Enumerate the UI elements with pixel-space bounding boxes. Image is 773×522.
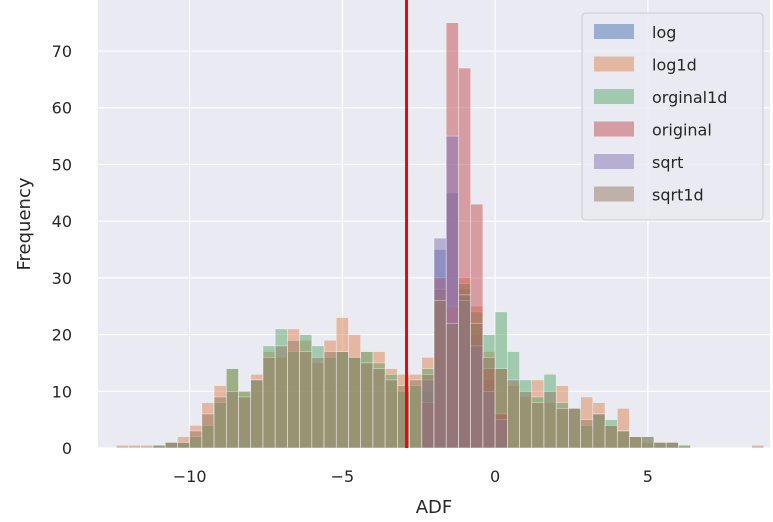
bar-sqrt1d [372, 368, 386, 449]
bar-sqrt1d [555, 408, 569, 449]
bar-log1d [751, 444, 765, 449]
bar-sqrt1d [409, 379, 423, 449]
x-tick-label: −10 [173, 467, 207, 486]
bar-sqrt1d [262, 356, 276, 449]
y-tick-label: 30 [52, 269, 72, 288]
bar-sqrt1d [494, 368, 508, 449]
bar-log1d [128, 444, 142, 449]
legend-label-log: log [652, 23, 676, 42]
x-tick-label: 0 [490, 467, 500, 486]
x-axis-label: ADF [416, 497, 453, 518]
bar-sqrt1d [543, 390, 557, 449]
bar-sqrt1d [458, 294, 471, 449]
bar-sqrt1d [519, 390, 533, 449]
bar-sqrt1d [164, 442, 178, 449]
bar-sqrt1d [177, 442, 190, 449]
bar-sqrt1d [507, 379, 520, 449]
bar-sqrt1d [238, 396, 252, 449]
bar-orginal1d [678, 444, 691, 449]
legend-swatch-log [594, 24, 634, 39]
x-tick-label: −5 [331, 467, 355, 486]
x-tick-label: 5 [643, 467, 653, 486]
bar-sqrt1d [604, 425, 618, 449]
legend-swatch-original [594, 121, 634, 137]
bar-sqrt1d [335, 351, 349, 449]
bar-sqrt1d [482, 356, 496, 449]
bar-log1d [140, 444, 154, 449]
bar-sqrt1d [360, 362, 374, 449]
y-tick-label: 20 [52, 326, 72, 345]
bar-sqrt1d [433, 300, 447, 449]
bar-sqrt1d [274, 345, 288, 449]
x-axis-ticks: −10 −5 0 5 [173, 467, 653, 486]
histogram-bars [116, 22, 765, 449]
legend-label-original: original [652, 121, 712, 140]
bar-sqrt1d [665, 442, 679, 449]
bar-sqrt1d [299, 351, 313, 449]
legend-swatch-sqrt [594, 154, 634, 169]
bar-sqrt1d [287, 339, 300, 449]
y-tick-label: 10 [52, 382, 72, 401]
bar-sqrt1d [616, 430, 630, 449]
bar-log1d [116, 444, 129, 449]
legend-label-sqrt: sqrt [652, 153, 683, 172]
y-axis-ticks: 0 10 20 30 40 50 60 70 [52, 42, 72, 458]
legend-swatch-sqrt1d [594, 186, 634, 202]
bar-sqrt1d [568, 408, 581, 449]
y-tick-label: 50 [52, 155, 72, 174]
bar-sqrt1d [592, 413, 606, 449]
y-tick-label: 0 [62, 439, 72, 458]
bar-sqrt1d [580, 419, 594, 449]
bar-sqrt1d [213, 396, 227, 449]
legend-swatch-log1d [594, 56, 634, 72]
legend: log log1d orginal1d original sqrt sqrt1d [581, 12, 764, 221]
bar-sqrt1d [384, 379, 398, 449]
legend-label-sqrt1d: sqrt1d [652, 186, 704, 205]
y-tick-label: 70 [52, 42, 72, 61]
legend-label-orginal1d: orginal1d [652, 88, 727, 107]
y-axis-label: Frequency [14, 177, 35, 270]
bar-sqrt1d [531, 402, 545, 449]
bar-sqrt1d [348, 356, 361, 449]
y-tick-label: 60 [52, 99, 72, 118]
bar-sqrt1d [152, 444, 166, 449]
bar-sqrt1d [323, 351, 337, 449]
bar-sqrt1d [653, 442, 667, 449]
bar-sqrt1d [641, 436, 655, 449]
legend-label-log1d: log1d [652, 56, 697, 75]
bar-sqrt1d [225, 390, 239, 449]
bar-sqrt1d [189, 430, 203, 449]
bar-sqrt1d [445, 322, 459, 449]
bar-sqrt1d [250, 379, 264, 449]
y-tick-label: 40 [52, 212, 72, 231]
bar-sqrt1d [201, 413, 215, 449]
bar-sqrt1d [470, 322, 484, 449]
bar-sqrt1d [311, 356, 325, 449]
bar-sqrt1d [421, 373, 435, 449]
legend-swatch-orginal1d [594, 89, 634, 104]
bar-sqrt1d [629, 436, 643, 449]
